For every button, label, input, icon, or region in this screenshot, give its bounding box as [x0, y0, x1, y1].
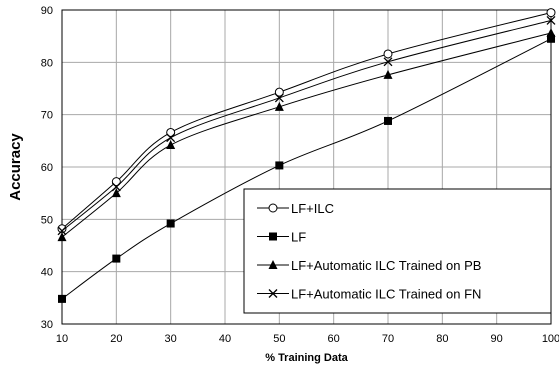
- x-tick-label: 20: [110, 333, 122, 345]
- x-tick-label: 50: [273, 333, 285, 345]
- legend-marker: [269, 232, 277, 241]
- data-point: [383, 69, 393, 79]
- x-tick-label: 60: [328, 333, 340, 345]
- data-point: [166, 219, 175, 228]
- data-point: [546, 16, 556, 25]
- x-tick-label: 100: [542, 333, 559, 345]
- y-tick-label: 60: [41, 162, 53, 174]
- y-tick-label: 80: [41, 57, 53, 69]
- plot-area-frame: [61, 9, 552, 325]
- data-point: [57, 232, 67, 242]
- legend-item: LF: [257, 230, 306, 245]
- data-point: [384, 116, 392, 125]
- legend-label: LF+Automatic ILC Trained on PB: [291, 258, 481, 273]
- data-point: [166, 140, 176, 150]
- series-layer: [57, 8, 556, 303]
- y-tick-label: 30: [41, 319, 53, 331]
- data-point: [166, 133, 176, 143]
- x-tick-label: 70: [382, 333, 394, 345]
- legend: LF+ILC LF LF+Automatic ILC Trained on PB LF…: [243, 188, 552, 314]
- data-point: [58, 294, 66, 303]
- y-axis-ticks: 30 40 50 60 70 80 90: [41, 5, 53, 331]
- y-tick-label: 70: [41, 110, 53, 122]
- series-4: [57, 16, 556, 236]
- data-point: [57, 226, 67, 236]
- legend-item: LF+Automatic ILC Trained on PB: [257, 258, 481, 273]
- data-point: [274, 101, 284, 111]
- data-point: [275, 161, 284, 170]
- data-point: [111, 188, 121, 198]
- data-point: [274, 87, 284, 97]
- legend-marker: [268, 260, 278, 269]
- x-axis-title: % Training Data: [265, 352, 348, 364]
- legend-label: LF+Automatic ILC Trained on FN: [291, 287, 481, 302]
- data-point: [547, 34, 555, 43]
- legend-label: LF+ILC: [291, 201, 334, 216]
- y-axis-title: Accuracy: [7, 133, 24, 201]
- x-tick-label: 80: [436, 333, 448, 345]
- x-tick-label: 40: [219, 333, 231, 345]
- x-tick-label: 30: [165, 333, 177, 345]
- legend-item: LF+ILC: [257, 201, 334, 216]
- series-2: [58, 34, 555, 303]
- series-1: [57, 8, 556, 234]
- x-tick-label: 10: [56, 333, 68, 345]
- data-point: [546, 8, 556, 18]
- data-point: [274, 93, 284, 103]
- y-tick-label: 50: [41, 214, 53, 226]
- data-point: [111, 182, 121, 192]
- data-point: [546, 28, 556, 38]
- data-point: [166, 127, 176, 137]
- data-point: [383, 49, 393, 59]
- legend-box: [243, 188, 552, 314]
- legend-label: LF: [291, 230, 306, 245]
- legend-item: LF+Automatic ILC Trained on FN: [257, 287, 481, 302]
- x-axis-ticks: 10 20 30 40 50 60 70 80 90 100: [56, 333, 559, 345]
- legend-marker: [268, 289, 278, 298]
- data-point: [112, 254, 121, 263]
- legend-marker: [268, 203, 278, 213]
- y-tick-label: 40: [41, 267, 53, 279]
- y-tick-label: 90: [41, 5, 53, 17]
- data-point: [111, 177, 121, 187]
- x-tick-label: 90: [491, 333, 503, 345]
- series-3: [57, 28, 556, 242]
- data-point: [383, 57, 393, 67]
